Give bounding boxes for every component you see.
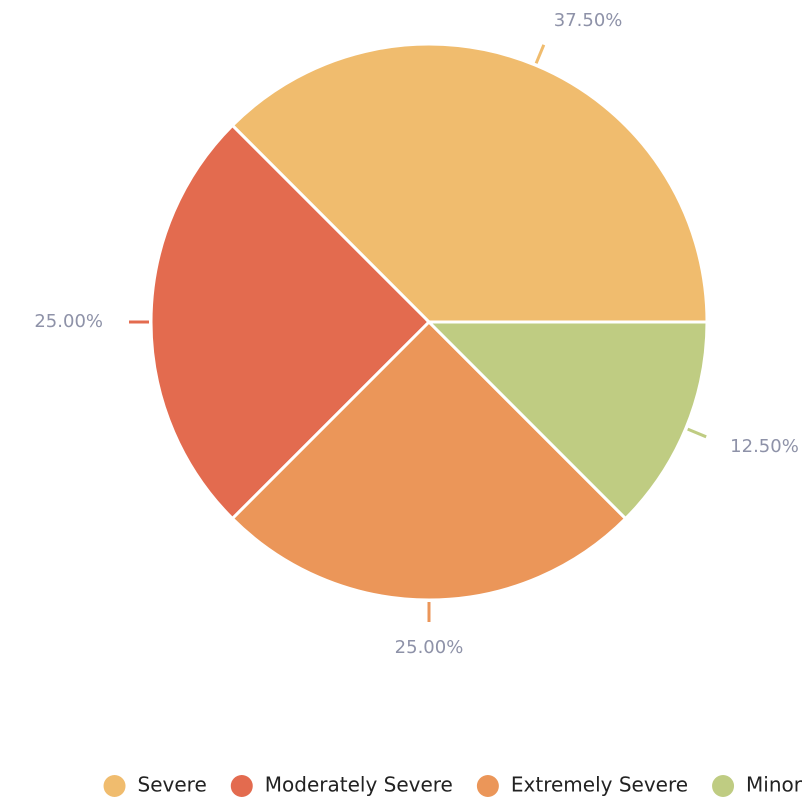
legend-marker <box>230 775 253 797</box>
data-label: 25.00% <box>395 637 464 658</box>
leader-line <box>534 44 546 64</box>
data-label: 37.50% <box>554 10 623 31</box>
pie-slice <box>149 123 432 521</box>
pie-slice <box>230 319 628 602</box>
legend-marker <box>476 775 499 797</box>
legend-marker <box>103 775 126 797</box>
legend-label: Moderately Severe <box>265 773 453 797</box>
legend-label: Severe <box>138 773 207 797</box>
legend-marker <box>712 775 735 797</box>
data-label: 25.00% <box>34 311 103 332</box>
leader-line <box>687 427 707 439</box>
legend-label: Extremely Severe <box>511 773 688 797</box>
data-label: 12.50% <box>730 436 799 457</box>
pie-slice <box>425 320 709 521</box>
pie-slice <box>230 42 709 324</box>
legend-label: Minor <box>746 773 803 797</box>
